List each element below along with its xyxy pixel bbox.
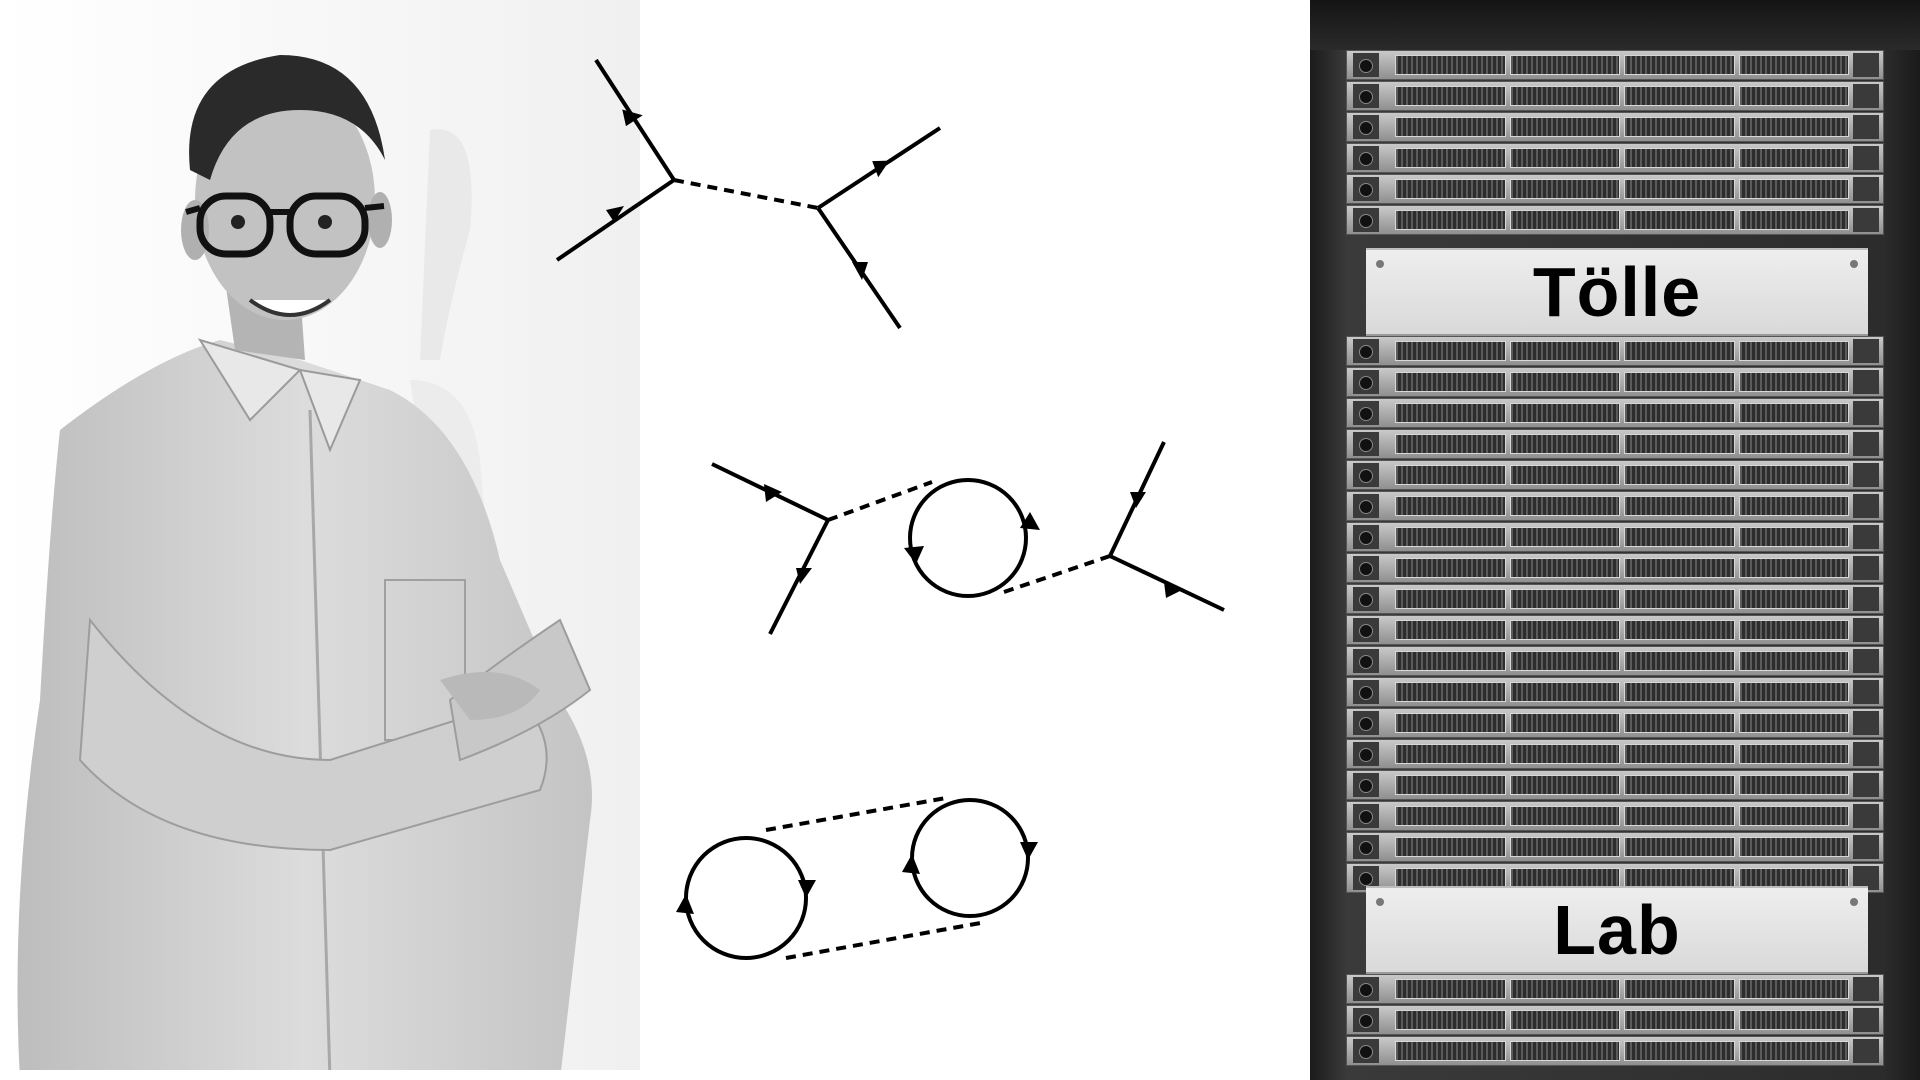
server-rack-photo: Tölle Lab xyxy=(1310,0,1920,1080)
rack-label-top: Tölle xyxy=(1532,253,1702,331)
server-unit xyxy=(1346,81,1884,111)
server-unit xyxy=(1346,801,1884,831)
server-unit xyxy=(1346,974,1884,1004)
server-unit xyxy=(1346,708,1884,738)
server-unit xyxy=(1346,770,1884,800)
server-unit xyxy=(1346,832,1884,862)
server-unit xyxy=(1346,174,1884,204)
person-photo xyxy=(0,0,640,1080)
server-unit xyxy=(1346,143,1884,173)
server-unit xyxy=(1346,677,1884,707)
feynman-diagram-vacuum xyxy=(676,796,1038,960)
server-group-bottom xyxy=(1346,974,1884,1067)
server-group-top xyxy=(1346,50,1884,236)
server-unit xyxy=(1346,460,1884,490)
server-unit xyxy=(1346,1036,1884,1066)
server-unit xyxy=(1346,112,1884,142)
server-unit xyxy=(1346,367,1884,397)
rack-top xyxy=(1310,0,1920,50)
server-unit xyxy=(1346,50,1884,80)
server-unit xyxy=(1346,522,1884,552)
server-unit xyxy=(1346,205,1884,235)
server-unit xyxy=(1346,553,1884,583)
rack-label-plate-bottom: Lab xyxy=(1366,886,1868,974)
server-unit xyxy=(1346,398,1884,428)
server-unit xyxy=(1346,584,1884,614)
feynman-diagram-loop xyxy=(711,441,1225,635)
server-unit xyxy=(1346,646,1884,676)
server-unit xyxy=(1346,1005,1884,1035)
server-unit xyxy=(1346,615,1884,645)
rack-label-plate-top: Tölle xyxy=(1366,248,1868,336)
server-group-middle xyxy=(1346,336,1884,894)
server-unit xyxy=(1346,739,1884,769)
server-unit xyxy=(1346,336,1884,366)
server-unit xyxy=(1346,491,1884,521)
rack-label-bottom: Lab xyxy=(1553,891,1681,969)
server-unit xyxy=(1346,429,1884,459)
